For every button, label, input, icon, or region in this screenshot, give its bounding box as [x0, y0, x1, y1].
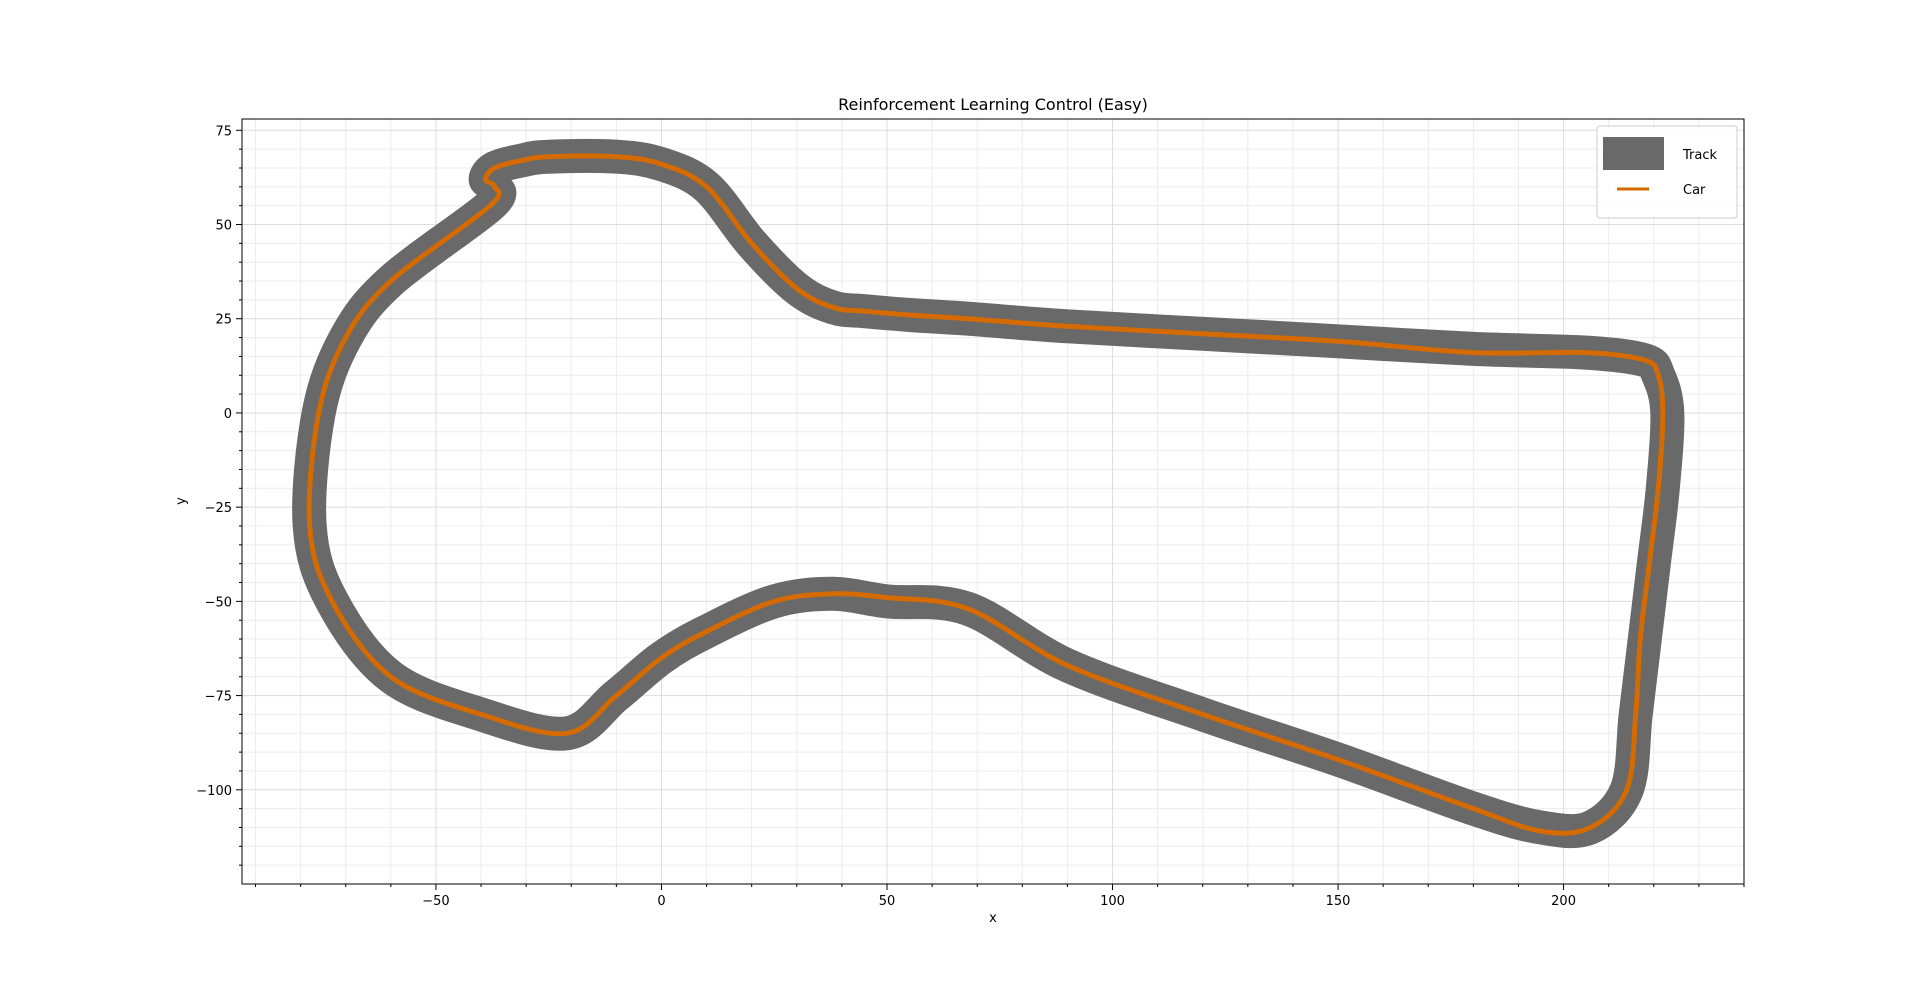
y-tick-label: 75: [215, 124, 232, 139]
series-track: [292, 138, 1685, 849]
y-tick-label: −100: [196, 784, 232, 799]
legend-track-label: Track: [1682, 148, 1717, 163]
y-axis-label: y: [174, 497, 189, 505]
x-tick-label: 50: [879, 894, 896, 909]
x-tick-label: −50: [422, 894, 449, 909]
y-tick-label: 0: [224, 407, 232, 422]
y-tick-label: 50: [215, 219, 232, 234]
chart-title: Reinforcement Learning Control (Easy): [838, 95, 1148, 114]
x-tick-label: 100: [1100, 894, 1125, 909]
legend-car-label: Car: [1683, 183, 1706, 198]
x-tick-label: 200: [1551, 894, 1576, 909]
x-axis-label: x: [989, 911, 997, 926]
x-tick-label: 150: [1326, 894, 1351, 909]
minor-grid: [242, 119, 1745, 884]
y-tick-label: 25: [215, 313, 232, 328]
legend: Track Car: [1596, 125, 1738, 219]
y-tick-label: −75: [205, 690, 232, 705]
plot-frame: [241, 118, 1745, 885]
x-tick-label: 0: [657, 894, 665, 909]
y-axis: 75 50 25 0 −25 −50 −75 −100: [196, 124, 242, 866]
y-tick-label: −25: [205, 501, 232, 516]
legend-track-swatch: [1603, 137, 1664, 170]
x-axis: −50 0 50 100 150 200: [255, 884, 1745, 909]
y-tick-label: −50: [205, 595, 232, 610]
series-car: [306, 153, 1666, 836]
series-layer: [292, 138, 1685, 849]
